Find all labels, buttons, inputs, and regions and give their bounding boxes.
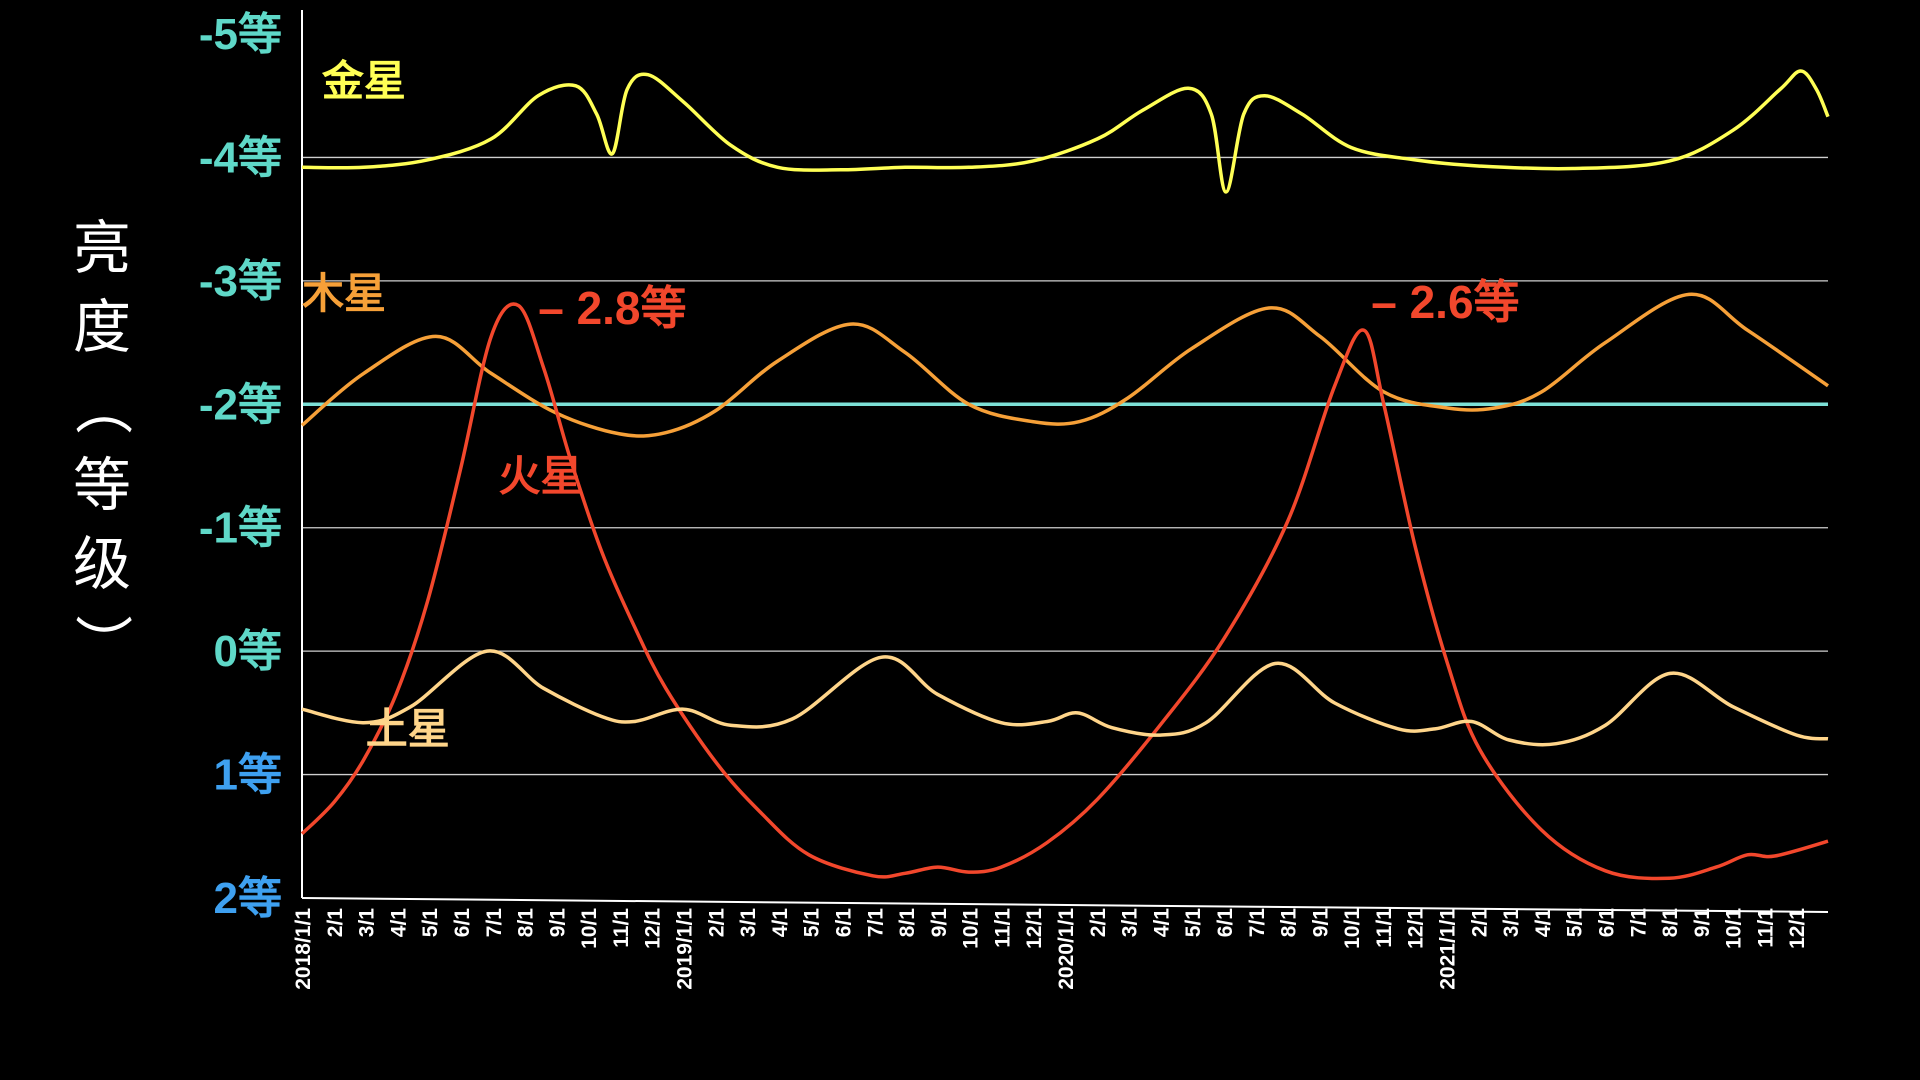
x-tick-label: 4/1 [387,908,410,938]
gridlines [302,156,1828,776]
x-tick-label: 5/1 [1182,908,1205,938]
x-tick-label: 3/1 [1500,908,1523,938]
x-tick-label: 6/1 [451,908,474,938]
x-tick-label: 5/1 [1564,908,1587,938]
x-tick-label: 2/1 [1087,908,1110,938]
x-tick-label: 2021/1/1 [1437,908,1460,990]
y-tick-label: -4等 [199,133,282,182]
x-tick-label: 4/1 [769,908,792,938]
x-tick-label: 2018/1/1 [292,908,315,990]
annotation: – 2.6等 [1371,276,1519,328]
x-tick-label: 6/1 [1595,908,1618,938]
x-tick-labels: 2018/1/1 2/1 3/1 4/1 5/1 6/1 7/1 8/1 9/1 10/1 11/1… [292,908,1809,990]
series-line [301,69,1830,194]
annotations: – 2.8等 – 2.6等 [538,276,1519,334]
x-tick-label: 7/1 [483,908,506,938]
y-axis-label-char: 亮 [73,214,131,282]
x-tick-label: 11/1 [1754,908,1777,948]
y-axis-label-char: （ [68,377,136,435]
y-axis-label-char: 等 [73,451,131,519]
y-axis-label-char: ） [68,614,136,672]
x-tick-label: 9/1 [928,908,951,938]
y-tick-label: -1等 [199,504,282,553]
x-tick-label: 3/1 [1119,908,1142,938]
x-tick-label: 8/1 [515,908,538,938]
x-tick-label: 5/1 [419,908,442,938]
x-tick-label: 10/1 [960,908,983,949]
series-label: 土星 [366,705,450,754]
x-tick-label: 7/1 [1246,908,1269,938]
annotation: – 2.8等 [538,282,686,334]
series-label: 火星 [498,452,582,501]
series-line [301,649,1829,747]
x-tick-label: 4/1 [1150,908,1173,938]
axes [301,10,1829,913]
x-tick-label: 6/1 [832,908,855,938]
y-axis-label-char: 级 [73,530,131,598]
x-tick-label: 9/1 [1691,908,1714,938]
x-tick-label: 7/1 [864,908,887,938]
x-axis-line [301,897,1829,913]
x-tick-label: 12/1 [1023,908,1046,949]
y-axis-label: 亮度 （ 等级 ） [68,214,136,672]
y-tick-label: -5等 [199,10,282,59]
x-tick-label: 10/1 [1341,908,1364,949]
x-tick-label: 11/1 [610,908,633,948]
x-tick-label: 6/1 [1214,908,1237,938]
x-tick-label: 11/1 [991,908,1014,948]
x-tick-label: 2/1 [324,908,347,938]
x-tick-label: 3/1 [737,908,760,938]
series-label: 木星 [302,269,386,318]
series-line [300,302,1829,881]
y-tick-labels: -5等 -4等 -3等 -2等 -1等 0等 1等 2等 [199,10,282,923]
x-tick-label: 9/1 [1309,908,1332,938]
y-tick-label: -2等 [199,380,282,429]
x-tick-label: 7/1 [1627,908,1650,938]
x-tick-label: 2/1 [705,908,728,938]
x-tick-label: 9/1 [546,908,569,938]
x-tick-label: 8/1 [1659,908,1682,938]
series-lines [300,69,1830,881]
y-axis-label-char: 度 [73,293,131,361]
x-tick-label: 2019/1/1 [674,908,697,990]
x-tick-label: 8/1 [896,908,919,938]
y-tick-label: 1等 [214,751,282,800]
x-tick-label: 2020/1/1 [1055,908,1078,990]
x-tick-label: 4/1 [1532,908,1555,938]
series-label: 金星 [321,57,406,106]
x-tick-label: 10/1 [578,908,601,949]
x-tick-label: 12/1 [1405,908,1428,949]
y-tick-label: -3等 [199,257,282,306]
x-tick-label: 12/1 [642,908,665,949]
x-tick-label: 8/1 [1278,908,1301,938]
x-tick-label: 2/1 [1468,908,1491,938]
x-tick-label: 12/1 [1786,908,1809,949]
y-tick-label: 2等 [214,874,282,923]
x-tick-label: 11/1 [1373,908,1396,948]
y-tick-label: 0等 [214,627,282,676]
x-tick-label: 5/1 [801,908,824,938]
x-tick-label: 10/1 [1723,908,1746,949]
x-tick-label: 3/1 [356,908,379,938]
